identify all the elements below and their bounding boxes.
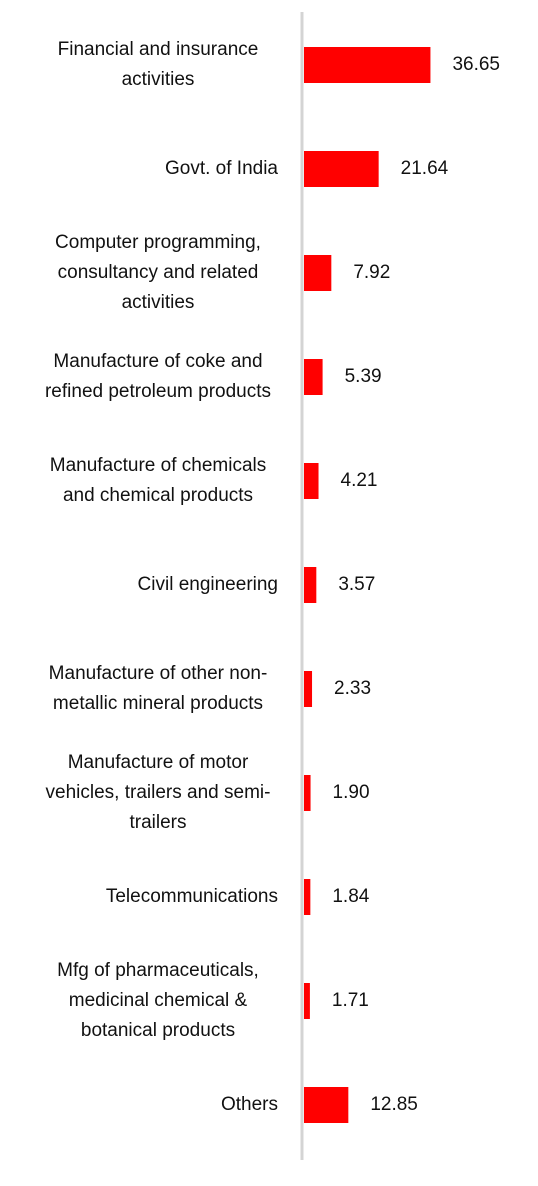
label-line: Manufacture of chemicals [50, 455, 267, 476]
label-line: consultancy and related [58, 262, 259, 283]
label-line: medicinal chemical & [69, 990, 248, 1011]
label-line: and chemical products [63, 485, 253, 506]
category-label: Manufacture of chemicals and chemical pro… [50, 455, 267, 506]
category-label: Others [221, 1094, 278, 1115]
label-line: vehicles, trailers and semi- [46, 782, 271, 803]
category-label: Manufacture of motor vehicles, trailers a… [46, 752, 271, 833]
value-label: 1.90 [333, 782, 370, 803]
label-line: Mfg of pharmaceuticals, [57, 960, 259, 981]
category-label: Telecommunications [106, 886, 278, 907]
value-label: 36.65 [452, 54, 500, 75]
category-label: Manufacture of other non-metallic minera… [49, 663, 268, 714]
label-line: refined petroleum products [45, 381, 271, 402]
bar [304, 879, 311, 915]
category-label: Financial and insurance activities [58, 39, 259, 90]
label-line: metallic mineral products [53, 693, 263, 714]
bar [304, 567, 317, 603]
label-line: Manufacture of other non- [49, 663, 268, 684]
value-label: 7.92 [353, 262, 390, 283]
category-label: Computer programming, consultancy and rel… [55, 232, 261, 313]
bar [304, 775, 311, 811]
value-label: 12.85 [370, 1094, 418, 1115]
bar [304, 983, 310, 1019]
label-line: activities [122, 292, 195, 313]
label-line: botanical products [81, 1020, 235, 1041]
bar [304, 47, 431, 83]
value-label: 4.21 [341, 470, 378, 491]
bar [304, 359, 323, 395]
value-label: 3.57 [338, 574, 375, 595]
label-line: Manufacture of motor [68, 752, 249, 773]
label-line: trailers [129, 812, 186, 833]
bar [304, 1087, 349, 1123]
value-label: 1.84 [332, 886, 369, 907]
category-label: Civil engineering [138, 574, 278, 595]
value-label: 1.71 [332, 990, 369, 1011]
bar [304, 463, 319, 499]
value-label: 5.39 [345, 366, 382, 387]
bar [304, 151, 379, 187]
bar [304, 255, 332, 291]
value-label: 2.33 [334, 678, 371, 699]
category-label: Mfg of pharmaceuticals, medicinal chemica… [57, 960, 259, 1041]
label-line: Manufacture of coke and [53, 351, 262, 372]
label-line: activities [122, 69, 195, 90]
value-label: 21.64 [401, 158, 449, 179]
bar [304, 671, 313, 707]
label-line: Computer programming, [55, 232, 261, 253]
label-line: Financial and insurance [58, 39, 259, 60]
category-label: Manufacture of coke and refined petroleum… [45, 351, 271, 402]
category-label: Govt. of India [165, 158, 278, 179]
